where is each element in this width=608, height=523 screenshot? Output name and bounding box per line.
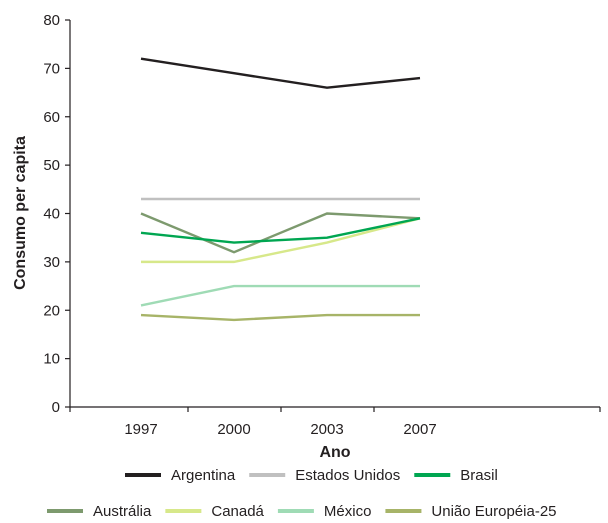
legend-label: Brasil [460,467,498,484]
series-lines [140,57,421,322]
y-axis-title: Consumo per capita [12,136,29,290]
y-tick-label: 80 [43,12,60,29]
x-tick-label: 2003 [310,421,343,438]
legend-item: México [277,503,372,520]
legend-item: Argentina [125,467,236,484]
legend-item: Austrália [47,503,152,520]
y-tick-label: 10 [43,351,60,368]
series-line-austr-lia [140,212,421,254]
x-axis-title: Ano [319,444,350,461]
legend-item: Estados Unidos [249,467,400,484]
y-tick-label: 20 [43,302,60,319]
legend-item: União Européia-25 [385,503,557,520]
legend-item: Canadá [165,503,265,520]
legend-label: México [324,503,372,520]
legend-label: Canadá [211,503,264,520]
x-tick-label: 1997 [124,421,157,438]
legend-item: Brasil [414,467,498,484]
y-tick-label: 70 [43,60,60,77]
y-ticks: 0 10 20 30 40 50 60 70 80 [43,12,70,416]
y-tick-label: 30 [43,254,60,271]
legend-label: Estados Unidos [295,467,400,484]
legend: Argentina Estados Unidos Brasil Austrália Ca… [47,467,557,520]
y-tick-label: 60 [43,109,60,126]
x-ticks: 1997 2000 2003 2007 [69,407,601,438]
x-tick-label: 2000 [217,421,250,438]
legend-label: União Européia-25 [431,503,556,520]
x-tick-label: 2007 [403,421,436,438]
y-tick-label: 50 [43,157,60,174]
series-line-canad- [141,217,421,264]
series-line-uni-o-europ-ia-25 [140,313,420,322]
y-tick-label: 0 [52,399,60,416]
series-line-brasil [140,217,421,244]
y-tick-label: 40 [43,206,60,223]
series-line-argentina [140,57,421,89]
legend-label: Austrália [93,503,152,520]
series-line-m-xico [140,284,420,307]
legend-label: Argentina [171,467,236,484]
